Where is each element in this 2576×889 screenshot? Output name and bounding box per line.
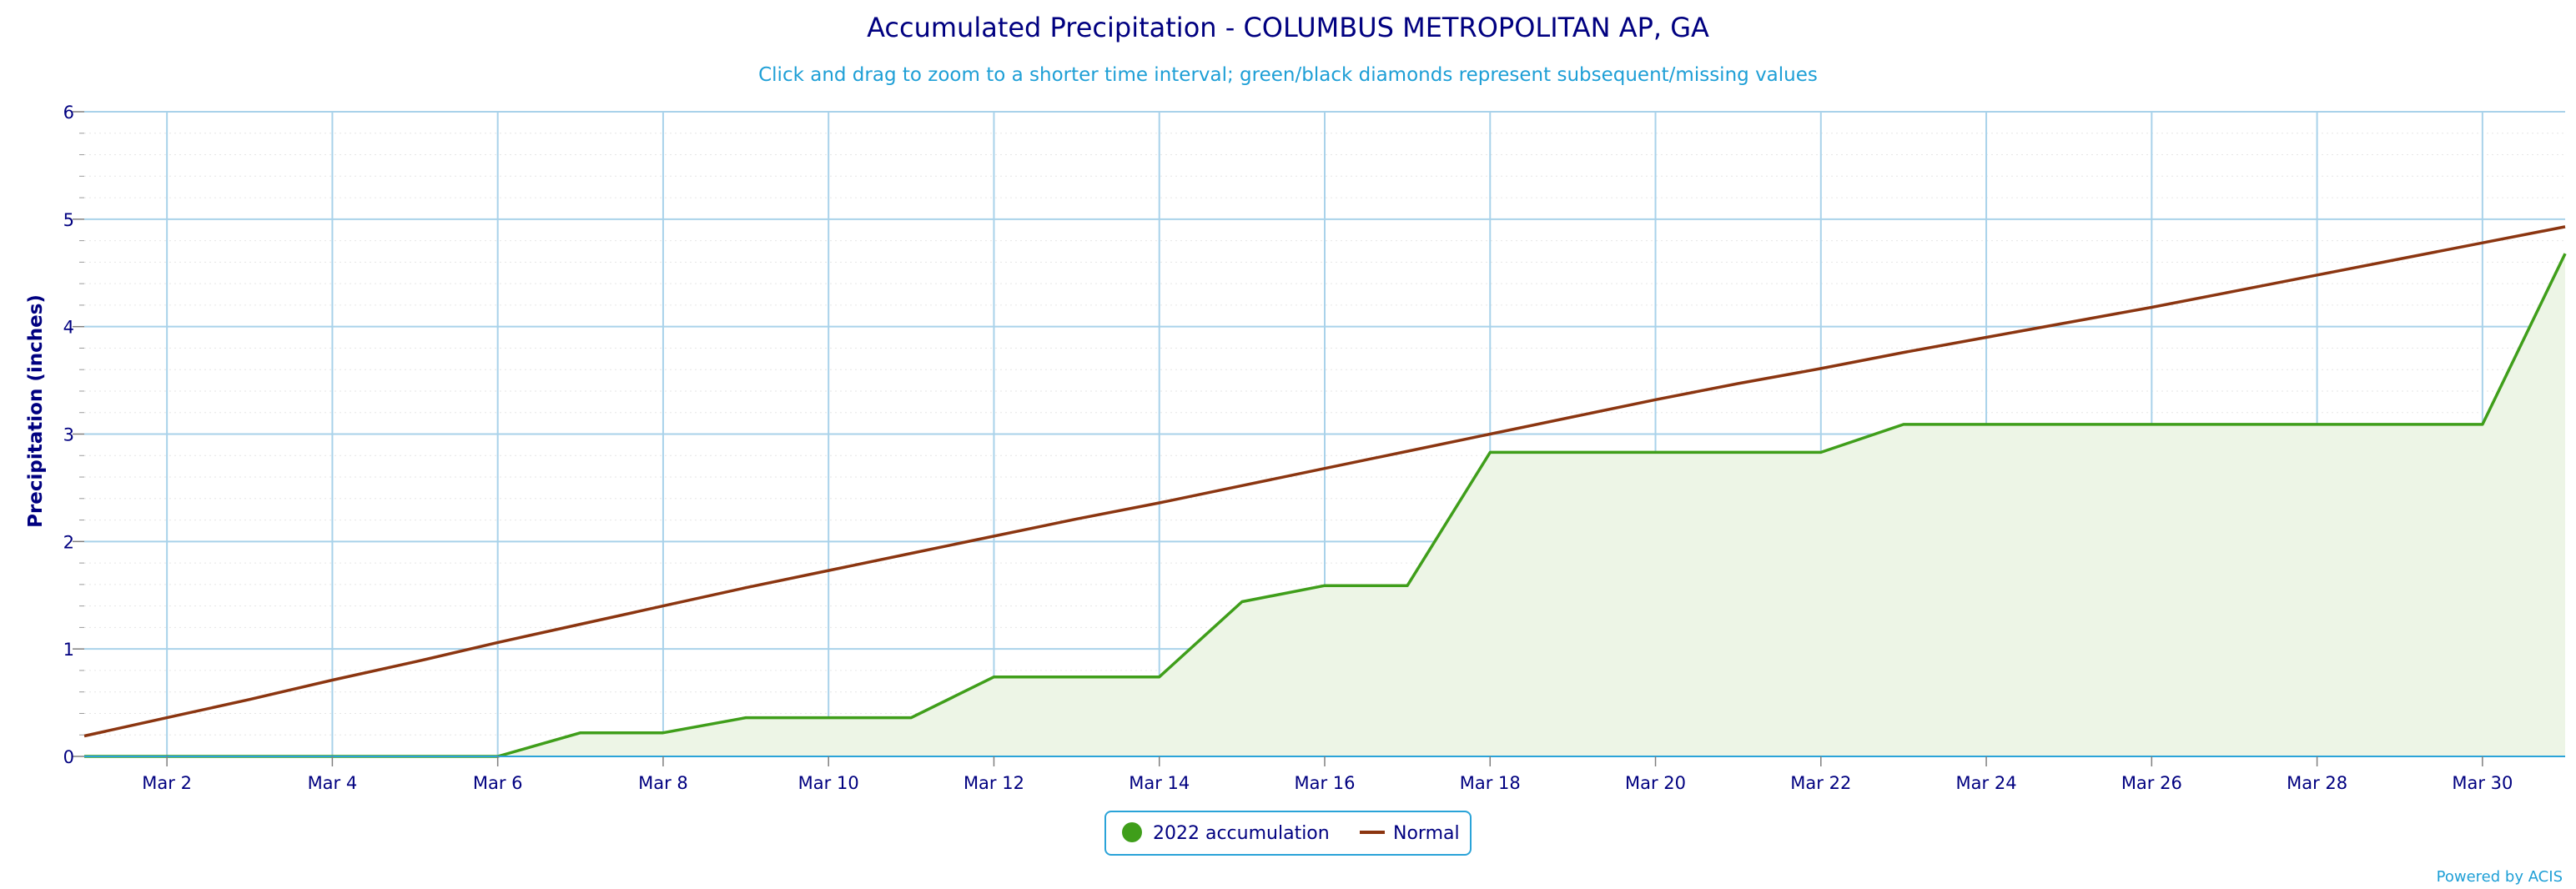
data-point-2022-accumulation[interactable] [662, 731, 665, 735]
data-point-normal[interactable] [1158, 501, 1161, 505]
y-tick-label: 3 [63, 425, 74, 445]
y-axis-ticks: 0 1 2 3 4 5 6 [63, 103, 84, 767]
x-tick-label: Mar 14 [1129, 773, 1190, 793]
x-tick-label: Mar 20 [1625, 773, 1686, 793]
data-point-normal[interactable] [165, 716, 169, 720]
data-point-normal[interactable] [1902, 351, 1905, 354]
x-tick-label: Mar 2 [142, 773, 192, 793]
data-point-normal[interactable] [744, 586, 747, 590]
data-point-2022-accumulation[interactable] [1902, 423, 1905, 426]
y-axis-label: Precipitation (inches) [25, 294, 47, 528]
data-point-normal[interactable] [2563, 225, 2567, 229]
x-tick-label: Mar 24 [1956, 773, 2017, 793]
chart-subtitle: Click and drag to zoom to a shorter time… [758, 64, 1818, 86]
credit-link[interactable]: Powered by ACIS [2437, 868, 2563, 886]
y-tick-label: 2 [63, 532, 74, 552]
data-point-2022-accumulation[interactable] [1819, 450, 1823, 454]
area-fill-2022-accumulation [84, 254, 2565, 757]
legend-label-normal: Normal [1393, 823, 1460, 844]
data-point-2022-accumulation[interactable] [1654, 450, 1658, 454]
data-point-2022-accumulation[interactable] [2563, 252, 2567, 255]
legend-item-normal[interactable]: Normal [1360, 823, 1460, 844]
data-point-2022-accumulation[interactable] [2481, 423, 2484, 426]
data-point-normal[interactable] [1737, 382, 1740, 385]
data-point-normal[interactable] [909, 552, 913, 555]
legend-label-2022-accumulation: 2022 accumulation [1153, 823, 1330, 844]
data-point-2022-accumulation[interactable] [1075, 676, 1079, 679]
data-point-normal[interactable] [414, 660, 417, 664]
legend[interactable]: 2022 accumulation Normal [1104, 811, 1472, 856]
data-point-normal[interactable] [1985, 336, 1988, 339]
data-point-normal[interactable] [496, 640, 500, 644]
x-tick-label: Mar 6 [473, 773, 523, 793]
data-point-2022-accumulation[interactable] [1488, 450, 1492, 454]
data-point-normal[interactable] [1488, 433, 1492, 436]
data-point-2022-accumulation[interactable] [909, 716, 913, 720]
data-point-normal[interactable] [2481, 241, 2484, 244]
data-point-normal[interactable] [2232, 289, 2236, 293]
y-tick-label: 1 [63, 640, 74, 660]
legend-item-2022-accumulation[interactable]: 2022 accumulation [1122, 822, 1330, 844]
x-tick-label: Mar 26 [2121, 773, 2182, 793]
data-point-2022-accumulation[interactable] [2150, 423, 2153, 426]
data-point-2022-accumulation[interactable] [992, 676, 995, 679]
data-point-2022-accumulation[interactable] [1985, 423, 1988, 426]
x-axis-ticks: Mar 2 Mar 4 Mar 6 Mar 8 Mar 10 Mar 12 Mar 14 Ma… [142, 756, 2513, 793]
data-point-normal[interactable] [2398, 258, 2402, 261]
data-point-normal[interactable] [2316, 274, 2319, 277]
data-point-2022-accumulation[interactable] [579, 731, 582, 735]
data-point-2022-accumulation[interactable] [1240, 600, 1244, 603]
data-point-normal[interactable] [579, 623, 582, 626]
chart-title: Accumulated Precipitation - COLUMBUS MET… [867, 12, 1709, 43]
data-point-normal[interactable] [2150, 305, 2153, 309]
data-point-normal[interactable] [992, 535, 995, 538]
series-line-normal[interactable] [83, 225, 2566, 738]
x-tick-label: Mar 10 [798, 773, 859, 793]
y-tick-label: 6 [63, 103, 74, 123]
data-point-normal[interactable] [1654, 398, 1658, 401]
data-point-normal[interactable] [1819, 367, 1823, 370]
data-point-normal[interactable] [330, 679, 334, 682]
data-point-2022-accumulation[interactable] [827, 716, 830, 720]
data-point-normal[interactable] [827, 569, 830, 572]
data-point-2022-accumulation[interactable] [1406, 584, 1409, 587]
x-tick-label: Mar 30 [2452, 773, 2513, 793]
x-tick-label: Mar 8 [638, 773, 688, 793]
data-point-2022-accumulation[interactable] [2232, 423, 2236, 426]
y-tick-label: 0 [63, 747, 74, 767]
data-point-2022-accumulation[interactable] [1158, 676, 1161, 679]
data-point-normal[interactable] [1406, 450, 1409, 453]
legend-box [1104, 811, 1472, 856]
data-point-2022-accumulation[interactable] [2067, 423, 2070, 426]
x-tick-label: Mar 22 [1790, 773, 1851, 793]
x-tick-label: Mar 28 [2287, 773, 2347, 793]
data-point-2022-accumulation[interactable] [1737, 450, 1740, 454]
data-point-2022-accumulation[interactable] [1323, 584, 1326, 587]
legend-marker-2022-accumulation [1122, 822, 1142, 842]
data-point-2022-accumulation[interactable] [1571, 450, 1574, 454]
data-point-normal[interactable] [2067, 321, 2070, 324]
data-point-normal[interactable] [1240, 484, 1244, 487]
data-point-normal[interactable] [662, 605, 665, 608]
x-tick-label: Mar 18 [1460, 773, 1521, 793]
y-tick-label: 4 [63, 318, 74, 338]
y-tick-label: 5 [63, 210, 74, 230]
data-point-2022-accumulation[interactable] [2398, 423, 2402, 426]
plot-area[interactable] [84, 254, 2565, 757]
x-tick-label: Mar 12 [963, 773, 1024, 793]
data-point-normal[interactable] [1323, 467, 1326, 470]
data-point-normal[interactable] [1075, 517, 1079, 520]
data-point-normal[interactable] [248, 698, 251, 701]
x-tick-label: Mar 4 [308, 773, 358, 793]
x-tick-label: Mar 16 [1294, 773, 1355, 793]
data-point-2022-accumulation[interactable] [744, 716, 747, 720]
data-point-2022-accumulation[interactable] [2316, 423, 2319, 426]
data-point-normal[interactable] [1571, 415, 1574, 419]
